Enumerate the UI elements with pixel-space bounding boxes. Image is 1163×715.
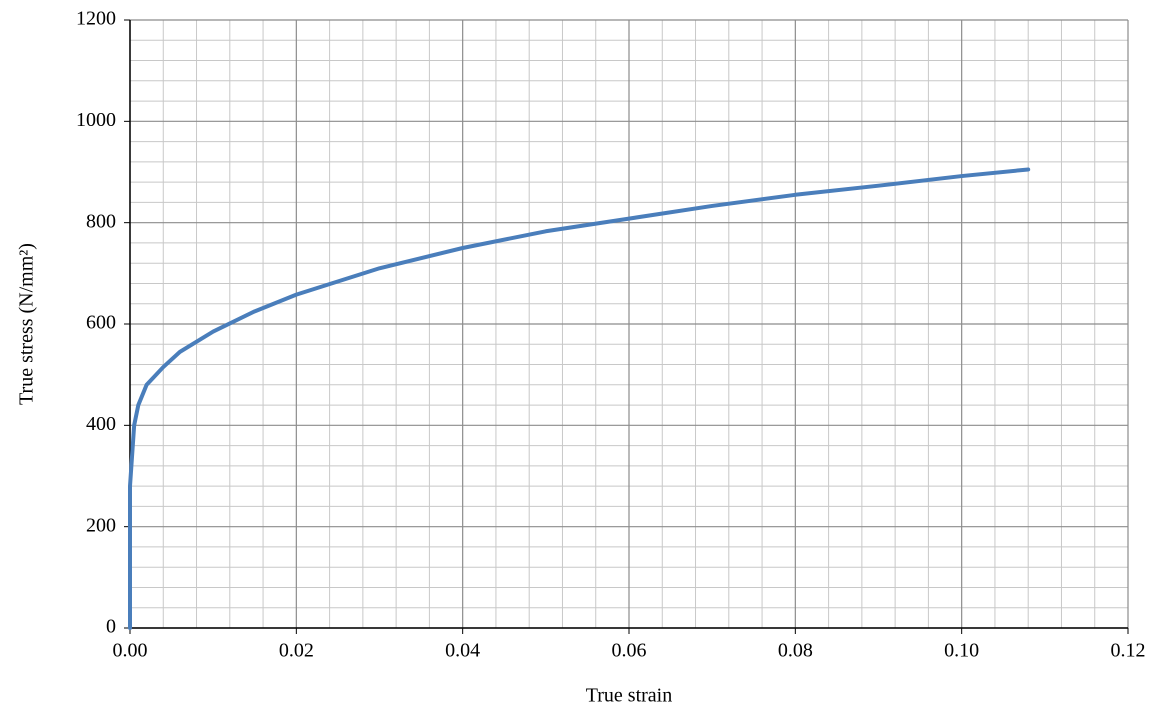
x-tick-label: 0.02 — [279, 640, 314, 662]
x-axis-title: True strain — [586, 685, 672, 707]
y-tick-label: 1200 — [76, 8, 116, 30]
x-tick-label: 0.00 — [113, 640, 148, 662]
y-tick-label: 200 — [86, 514, 116, 536]
x-tick-label: 0.10 — [944, 640, 979, 662]
data-line — [130, 169, 1028, 628]
x-tick-label: 0.08 — [778, 640, 813, 662]
chart: True strain True stress (N/mm²) 0.00 0.02… — [0, 0, 1163, 715]
y-tick-label: 0 — [106, 616, 116, 638]
y-tick-label: 800 — [86, 210, 116, 232]
y-tick-label: 400 — [86, 413, 116, 435]
x-tick-label: 0.04 — [445, 640, 480, 662]
y-axis-title: True stress (N/mm²) — [16, 243, 38, 405]
y-tick-label: 1000 — [76, 109, 116, 131]
x-tick-label: 0.12 — [1111, 640, 1146, 662]
x-tick-label: 0.06 — [612, 640, 647, 662]
y-tick-label: 600 — [86, 312, 116, 334]
